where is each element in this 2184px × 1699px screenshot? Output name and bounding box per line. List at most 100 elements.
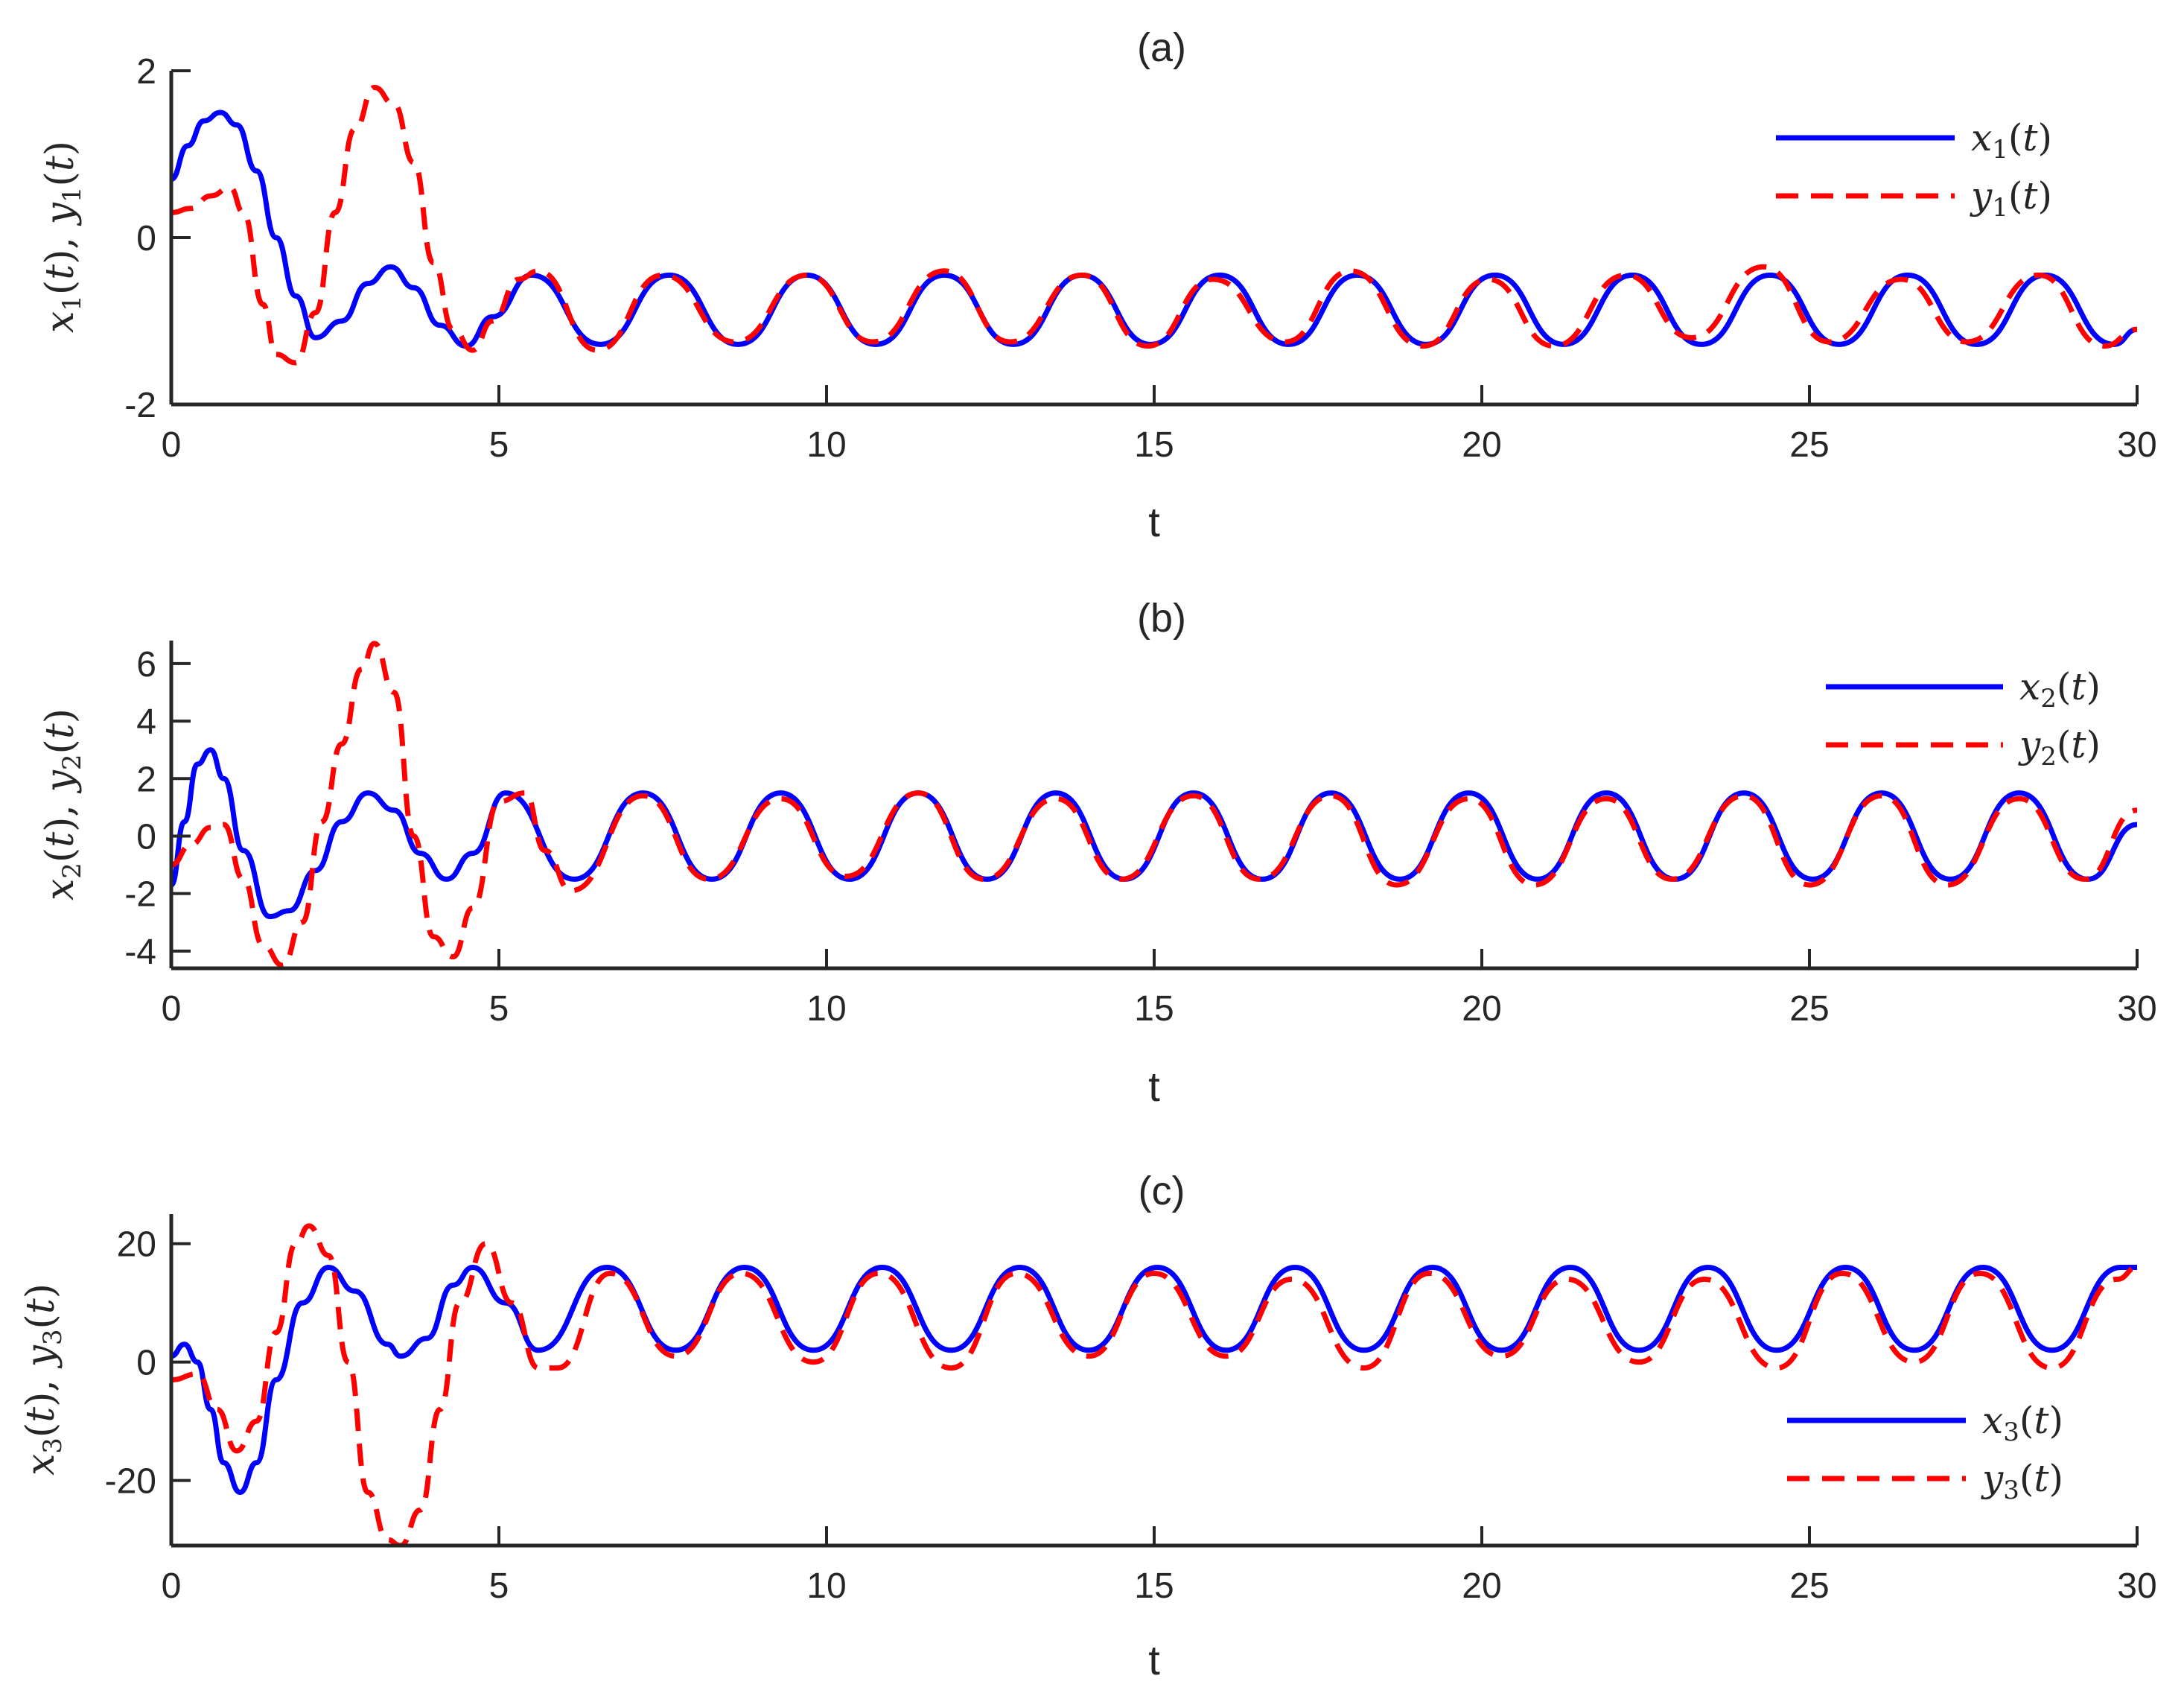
ylabel-second-base: y <box>19 1345 63 1369</box>
legend-y3-base: y <box>1981 1457 2004 1500</box>
legend-y1-base: y <box>1970 174 1993 217</box>
legend-y2-sub: 2 <box>2040 742 2057 772</box>
x-tick-label: 25 <box>1789 989 1829 1029</box>
ylabel-second-open: ( <box>19 1314 63 1329</box>
legend-y2-open: ( <box>2057 723 2072 766</box>
ylabel-first-open: ( <box>38 280 83 295</box>
ylabel-second-open: ( <box>38 171 83 186</box>
legend-label-x2: x2(t) <box>2019 665 2101 714</box>
x-axis-label: t <box>1148 1636 1160 1683</box>
ylabel-second-base: y <box>38 203 83 226</box>
series-line-x1 <box>171 109 2137 349</box>
y-tick-label: -2 <box>124 875 156 915</box>
x-tick-label: 5 <box>489 425 509 465</box>
legend-y2-var: t <box>2071 723 2086 766</box>
legend-x3-base: x <box>1982 1399 2003 1442</box>
x-tick-label: 20 <box>1462 1566 1501 1606</box>
series-line-x2 <box>171 747 2137 919</box>
legend-x3-close: ) <box>2048 1399 2063 1442</box>
x-tick-label: 15 <box>1134 989 1174 1029</box>
legend-label-x3: x3(t) <box>1982 1399 2063 1447</box>
legend-y3-var: t <box>2034 1457 2049 1500</box>
y-tick-label: 0 <box>136 219 156 258</box>
series-line-x3 <box>171 1265 2137 1495</box>
ylabel-first-sub: 1 <box>57 295 87 311</box>
ylabel-second-sub: 2 <box>57 754 87 770</box>
x-tick-label: 20 <box>1462 425 1501 465</box>
x-axis-label: t <box>1148 1063 1160 1110</box>
ylabel-comma: , <box>19 1368 63 1392</box>
x-tick-label: 5 <box>489 1566 509 1606</box>
panel-title: (c) <box>1139 1169 1185 1213</box>
x-tick-label: 30 <box>2117 425 2156 465</box>
series-line-y3 <box>171 1223 2137 1546</box>
ylabel-first-close: ) <box>19 1392 63 1407</box>
legend: x2(t)y2(t) <box>1826 665 2101 772</box>
ylabel-first-open: ( <box>19 1423 63 1438</box>
legend-x1-sub: 1 <box>1992 135 2008 165</box>
ylabel-first-var: t <box>19 1407 63 1423</box>
legend-y1-var: t <box>2022 174 2038 217</box>
ylabel-first-base: x <box>38 311 83 333</box>
x-tick-label: 20 <box>1462 989 1501 1029</box>
x-tick-label: 25 <box>1789 425 1829 465</box>
y-tick-label: 6 <box>136 645 156 685</box>
y-tick-label: -4 <box>124 933 156 972</box>
x-tick-label: 30 <box>2117 989 2156 1029</box>
y-tick-label: 4 <box>136 702 156 742</box>
x-tick-label: 25 <box>1789 1566 1829 1606</box>
legend-x2-close: ) <box>2086 665 2101 708</box>
y-tick-label: 0 <box>136 1344 156 1383</box>
legend-x2-open: ( <box>2057 665 2072 708</box>
panel-title: (b) <box>1137 596 1186 641</box>
ylabel-first-sub: 2 <box>57 863 87 879</box>
series-line-y2 <box>171 641 2137 968</box>
y-tick-label: -2 <box>124 386 156 425</box>
y-tick-label: 20 <box>117 1225 156 1265</box>
ylabel-first-base: x <box>19 1454 63 1476</box>
x-axis-label: t <box>1148 498 1160 545</box>
x-tick-label: 10 <box>806 425 846 465</box>
ylabel-first-open: ( <box>38 848 83 863</box>
legend-x3-sub: 3 <box>2003 1417 2019 1447</box>
x-tick-label: 10 <box>806 1566 846 1606</box>
legend-y1-open: ( <box>2008 174 2023 217</box>
panel-title: (a) <box>1137 25 1186 70</box>
x-tick-label: 30 <box>2117 1566 2156 1606</box>
legend-x2-sub: 2 <box>2040 684 2057 714</box>
ylabel-first-close: ) <box>38 817 83 832</box>
ylabel-second-var: t <box>38 723 83 739</box>
x-tick-label: 15 <box>1134 425 1174 465</box>
y-tick-label: 2 <box>136 52 156 92</box>
ylabel-second-close: ) <box>38 708 83 723</box>
legend-y2-close: ) <box>2086 723 2101 766</box>
y-tick-label: -20 <box>105 1462 156 1502</box>
legend-y3-close: ) <box>2049 1457 2064 1500</box>
legend-x1-close: ) <box>2037 116 2052 159</box>
legend: x3(t)y3(t) <box>1787 1399 2063 1505</box>
x-tick-label: 10 <box>806 989 846 1029</box>
ylabel-second-base: y <box>38 770 83 794</box>
ylabel-first-sub: 3 <box>38 1438 68 1454</box>
ylabel-second-var: t <box>19 1298 63 1314</box>
y-axis-label: x1(t), y1(t) <box>38 141 87 333</box>
legend-y1-sub: 1 <box>1992 193 2008 223</box>
legend-x1-var: t <box>2022 116 2038 159</box>
legend-x1-base: x <box>1971 116 1992 159</box>
y-tick-label: 0 <box>136 817 156 857</box>
y-axis-label: x3(t), y3(t) <box>19 1283 68 1476</box>
ylabel-second-sub: 3 <box>38 1329 68 1345</box>
ylabel-first-base: x <box>38 879 83 901</box>
ylabel-second-close: ) <box>19 1283 63 1298</box>
ylabel-second-var: t <box>38 156 83 171</box>
ylabel-first-var: t <box>38 832 83 848</box>
ylabel-second-sub: 1 <box>57 186 87 203</box>
y-tick-label: 2 <box>136 760 156 799</box>
legend-y1-close: ) <box>2038 174 2053 217</box>
legend-y3-sub: 3 <box>2003 1476 2019 1505</box>
x-tick-label: 0 <box>162 425 182 465</box>
